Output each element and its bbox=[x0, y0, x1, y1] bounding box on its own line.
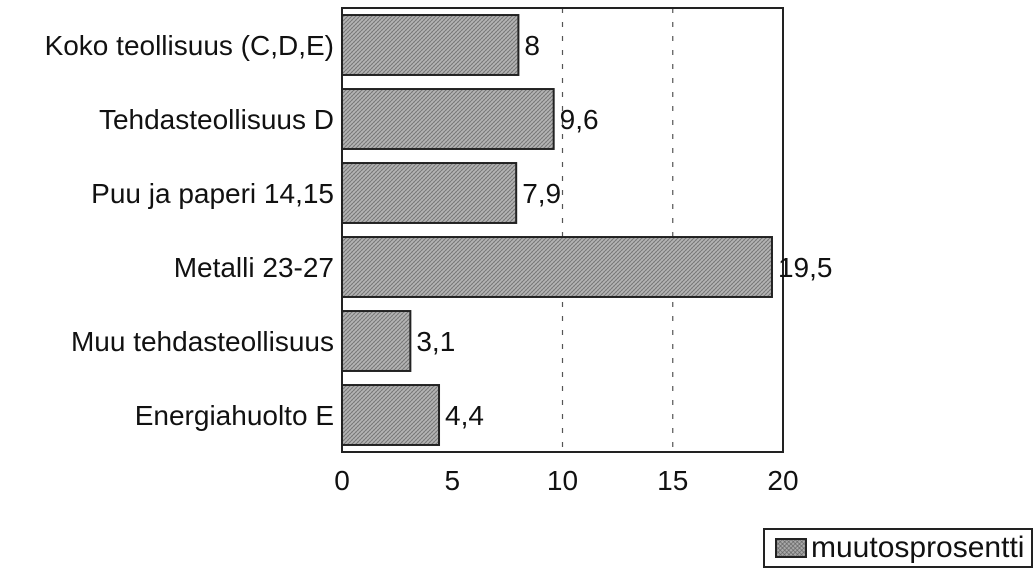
x-tick-label: 15 bbox=[657, 465, 688, 496]
gridlines bbox=[561, 8, 674, 452]
bars bbox=[341, 14, 773, 446]
bar-3 bbox=[341, 236, 773, 298]
value-label: 8 bbox=[524, 30, 540, 61]
plot-area-frame bbox=[341, 7, 784, 453]
value-label: 4,4 bbox=[445, 400, 484, 431]
x-tick-label: 10 bbox=[547, 465, 578, 496]
legend: muutosprosentti bbox=[763, 528, 1033, 568]
x-tick-label: 20 bbox=[767, 465, 798, 496]
category-label: Metalli 23-27 bbox=[174, 252, 334, 283]
value-label: 19,5 bbox=[778, 252, 833, 283]
legend-swatch bbox=[775, 538, 807, 558]
value-label: 7,9 bbox=[522, 178, 561, 209]
x-axis-tick-labels: 0 5 10 15 20 bbox=[334, 465, 798, 496]
category-label: Puu ja paperi 14,15 bbox=[91, 178, 334, 209]
bar-0 bbox=[341, 14, 520, 76]
bar-4 bbox=[341, 310, 412, 372]
bar-5 bbox=[341, 384, 441, 446]
value-labels: 8 9,6 7,9 19,5 3,1 4,4 bbox=[416, 30, 832, 431]
x-tick-label: 5 bbox=[444, 465, 460, 496]
legend-label: muutosprosentti bbox=[811, 531, 1025, 564]
category-label: Energiahuolto E bbox=[135, 400, 334, 431]
x-tick-label: 0 bbox=[334, 465, 350, 496]
bar-1 bbox=[341, 88, 555, 150]
category-label: Muu tehdasteollisuus bbox=[71, 326, 334, 357]
value-label: 9,6 bbox=[560, 104, 599, 135]
category-label: Tehdasteollisuus D bbox=[99, 104, 334, 135]
value-label: 3,1 bbox=[416, 326, 455, 357]
category-label: Koko teollisuus (C,D,E) bbox=[45, 30, 334, 61]
bar-2 bbox=[341, 162, 518, 224]
category-labels: Koko teollisuus (C,D,E) Tehdasteollisuus … bbox=[45, 30, 334, 431]
